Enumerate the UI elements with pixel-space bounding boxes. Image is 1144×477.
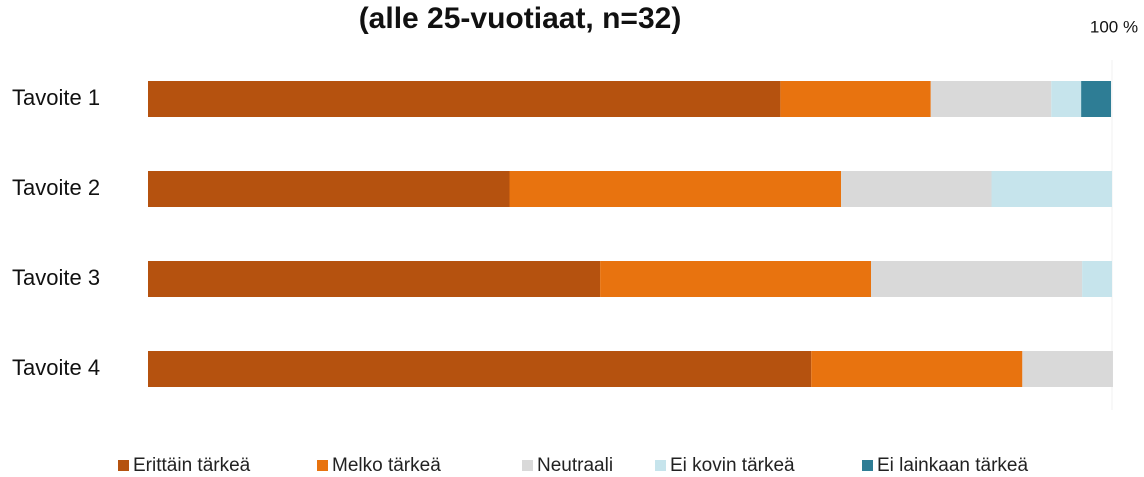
category-label: Tavoite 2 xyxy=(12,175,100,200)
legend-label: Erittäin tärkeä xyxy=(133,455,251,476)
x-tick-label: 100 % xyxy=(1090,17,1138,36)
bar-segment xyxy=(148,171,510,207)
bar-segment xyxy=(871,261,1083,297)
bar-segment xyxy=(780,81,931,117)
bar-segment xyxy=(148,351,812,387)
bar-segment xyxy=(841,171,992,207)
bar-segment xyxy=(148,261,601,297)
legend-label: Ei lainkaan tärkeä xyxy=(877,455,1028,476)
bar-segment xyxy=(600,261,871,297)
category-label: Tavoite 1 xyxy=(12,85,100,110)
bar-segment xyxy=(991,171,1112,207)
legend-swatch xyxy=(118,460,129,471)
category-label: Tavoite 3 xyxy=(12,265,100,290)
legend-swatch xyxy=(655,460,666,471)
bar-segment xyxy=(148,81,781,117)
bar-segment xyxy=(1082,261,1112,297)
legend-label: Melko tärkeä xyxy=(332,455,441,476)
bar-segment xyxy=(1051,81,1082,117)
chart-title: (alle 25-vuotiaat, n=32) xyxy=(359,2,682,35)
legend-label: Ei kovin tärkeä xyxy=(670,455,795,476)
legend-swatch xyxy=(522,460,533,471)
bar-segment xyxy=(1022,351,1113,387)
bar-segment xyxy=(811,351,1023,387)
bar-segment xyxy=(1081,81,1112,117)
bar-segment xyxy=(930,81,1052,117)
legend-label: Neutraali xyxy=(537,455,613,476)
legend-swatch xyxy=(862,460,873,471)
bar-segment xyxy=(509,171,842,207)
legend-swatch xyxy=(317,460,328,471)
category-label: Tavoite 4 xyxy=(12,355,100,380)
